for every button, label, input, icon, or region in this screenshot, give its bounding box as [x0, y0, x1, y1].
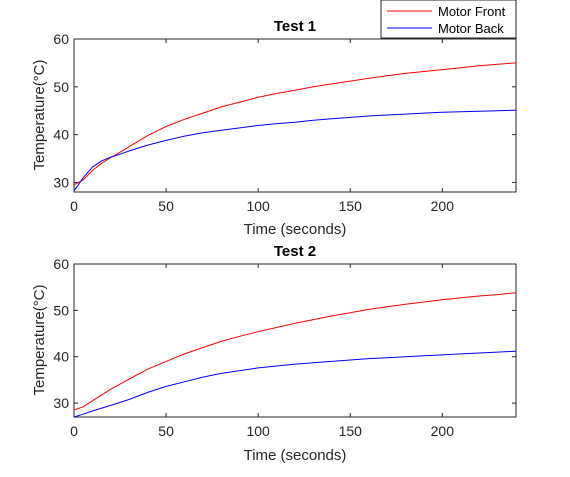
- y-ticks: 30 40 50 60: [53, 256, 516, 411]
- y-axis-label: Temperature(°C): [31, 59, 48, 170]
- x-tick-label: 50: [158, 423, 174, 439]
- y-axis-label: Temperature(°C): [31, 284, 48, 395]
- x-tick-label: 150: [339, 423, 363, 439]
- x-tick-label: 0: [70, 423, 78, 439]
- series-layer: [73, 292, 517, 418]
- series-line-motor-front: [73, 292, 517, 411]
- y-tick-label: 40: [53, 349, 69, 365]
- x-axis-label: Time (seconds): [244, 447, 347, 464]
- x-tick-label: 0: [70, 198, 78, 214]
- legend-label-motor-back: Motor Back: [438, 21, 504, 36]
- x-ticks: 0 50 100 150 200: [70, 264, 454, 439]
- plot-area: [73, 263, 517, 418]
- y-tick-label: 50: [53, 79, 69, 95]
- y-tick-label: 50: [53, 302, 69, 318]
- y-ticks: 30 40 50 60: [53, 31, 516, 190]
- chart-title: Test 1: [274, 18, 316, 35]
- subplot-test-2: Test 2 30 40 50 60 0 50 100 150 200 Time (secon…: [31, 243, 517, 464]
- x-tick-label: 100: [246, 423, 270, 439]
- series-line-motor-back: [73, 109, 517, 191]
- series-layer: [73, 62, 517, 191]
- legend-box: [380, 0, 517, 39]
- x-tick-label: 100: [246, 198, 270, 214]
- y-tick-label: 30: [53, 395, 69, 411]
- x-axis-label: Time (seconds): [244, 221, 347, 238]
- y-tick-label: 30: [53, 174, 69, 190]
- chart-title: Test 2: [274, 243, 316, 260]
- legend-label-motor-front: Motor Front: [438, 4, 506, 19]
- series-line-motor-back: [73, 350, 517, 418]
- subplot-test-1: Test 1 30 40 50 60 0 50 100 150 200 Time (secon…: [31, 18, 517, 238]
- legend: Motor Front Motor Back: [380, 0, 517, 39]
- x-tick-label: 200: [431, 423, 455, 439]
- y-tick-label: 60: [53, 31, 69, 47]
- x-tick-label: 50: [158, 198, 174, 214]
- y-tick-label: 40: [53, 127, 69, 143]
- x-tick-label: 200: [431, 198, 455, 214]
- series-line-motor-front: [73, 62, 517, 186]
- x-ticks: 0 50 100 150 200: [70, 39, 454, 214]
- plot-area: [73, 38, 517, 193]
- y-tick-label: 60: [53, 256, 69, 272]
- x-tick-label: 150: [339, 198, 363, 214]
